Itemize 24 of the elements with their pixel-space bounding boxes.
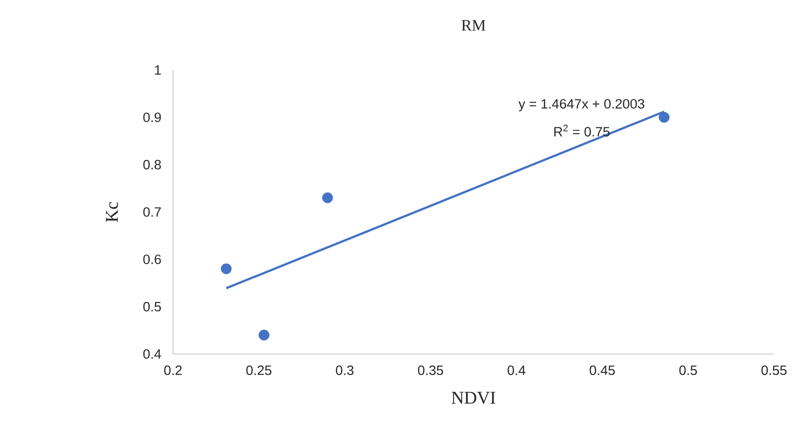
point bbox=[658, 112, 670, 123]
y-tick-label: 0.9 bbox=[143, 112, 161, 122]
x-tick-label: 0.25 bbox=[246, 366, 272, 376]
annotation: R$^{2}$ = 0.75 bbox=[554, 124, 610, 137]
y-tick-label: 0.7 bbox=[143, 207, 161, 217]
x-tick-label: 0.35 bbox=[418, 366, 444, 376]
x-tick-label: 0.4 bbox=[508, 366, 526, 376]
point bbox=[220, 263, 232, 274]
y-axis-title: Kc bbox=[106, 202, 118, 222]
x-tick-label: 0.2 bbox=[164, 366, 182, 376]
x-tick-label: 0.5 bbox=[679, 366, 697, 376]
y-tick-label: 1 bbox=[155, 65, 161, 75]
chart-title: RM bbox=[462, 20, 486, 31]
x-tick-label: 0.45 bbox=[590, 366, 615, 376]
y-tick-label: 0.5 bbox=[143, 302, 161, 312]
point bbox=[322, 192, 333, 204]
y-tick-label: 0.4 bbox=[143, 349, 162, 359]
x-tick-label: 0.55 bbox=[761, 366, 787, 376]
x-tick-label: 0.3 bbox=[336, 366, 354, 376]
y-tick-label: 0.8 bbox=[143, 160, 161, 170]
x-axis-title: NDVI bbox=[452, 392, 496, 404]
annotation: y = 1.4647x + 0.2003 bbox=[518, 99, 644, 112]
point bbox=[258, 330, 270, 340]
y-tick-label: 0.6 bbox=[143, 254, 161, 264]
